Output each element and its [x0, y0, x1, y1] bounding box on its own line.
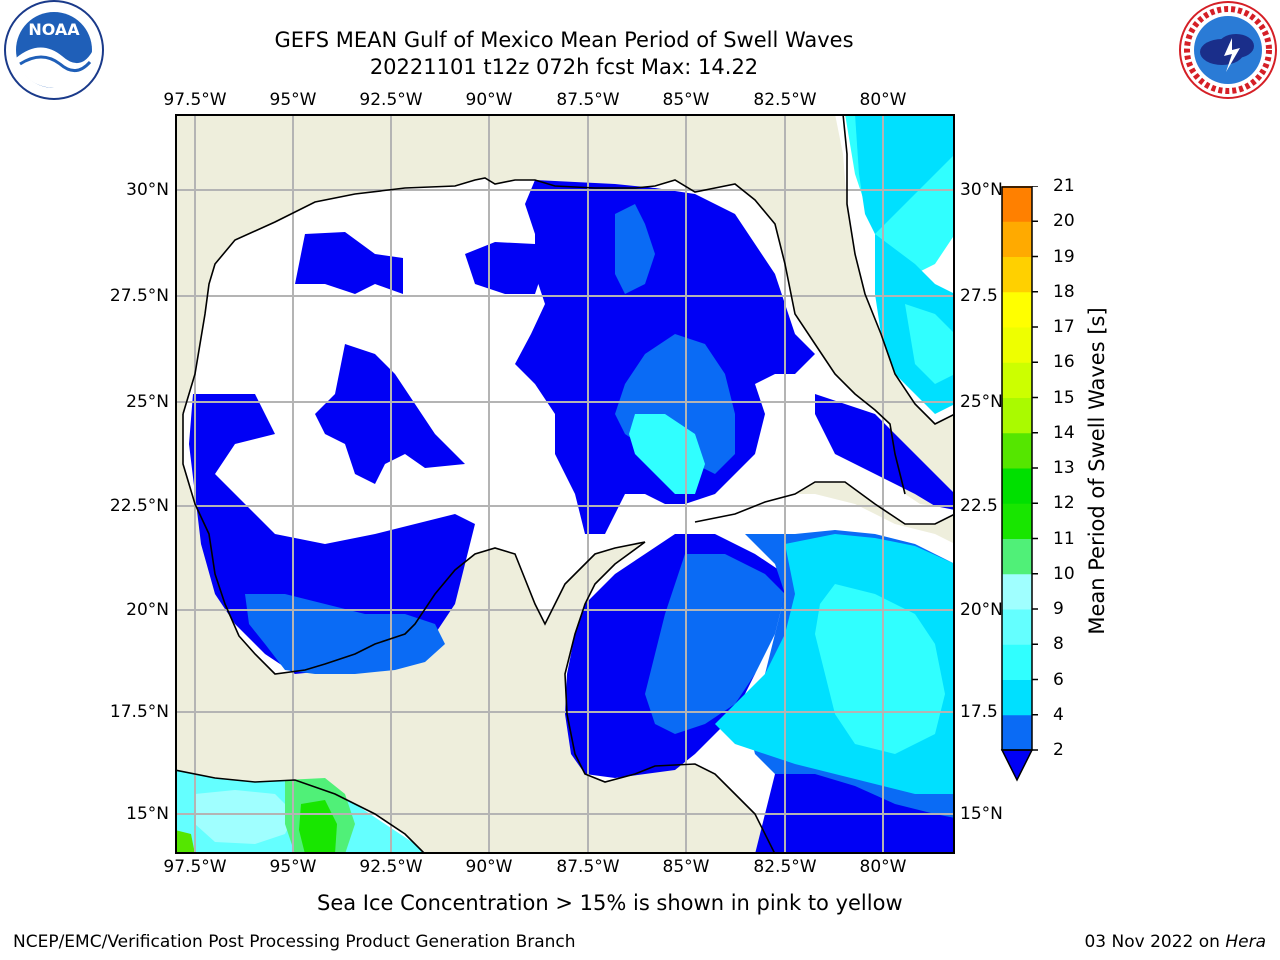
colorbar-tick-label: 20 [1053, 211, 1075, 232]
colorbar-tick-label: 6 [1053, 669, 1064, 690]
map-subtitle: 20221101 t12z 072h fcst Max: 14.22 [369, 55, 759, 79]
footer-credit: NCEP/EMC/Verification Post Processing Pr… [13, 932, 576, 952]
tick-top-label: 95°W [269, 90, 317, 110]
footer-date-text: 03 Nov 2022 on [1084, 932, 1226, 952]
colorbar-bin [1002, 291, 1032, 328]
tick-top-label: 97.5°W [163, 90, 227, 110]
colorbar-tick-label: 16 [1053, 352, 1075, 373]
map-title: GEFS MEAN Gulf of Mexico Mean Period of … [274, 28, 854, 52]
tick-bottom-label: 82.5°W [753, 857, 817, 877]
colorbar-tick-label: 8 [1053, 634, 1064, 655]
colorbar-tick-label: 13 [1053, 458, 1075, 478]
colorbar-tick-label: 4 [1053, 704, 1064, 725]
colorbar-tick-label: 11 [1053, 528, 1075, 549]
colorbar-tick-label: 17 [1053, 317, 1075, 337]
colorbar-bin [1002, 397, 1032, 434]
colorbar-bin [1002, 644, 1032, 680]
colorbar-extend-arrow [1000, 749, 1034, 782]
tick-left-label: 22.5°N [109, 496, 169, 516]
tick-left-label: 20°N [126, 600, 169, 620]
colorbar [1000, 185, 1040, 786]
tick-left-label: 27.5°N [109, 286, 169, 306]
map-frame [175, 114, 955, 854]
coastlines [175, 114, 955, 854]
tick-top-label: 82.5°W [753, 90, 817, 110]
tick-right-label: 30°N [960, 180, 1003, 200]
tick-bottom-label: 97.5°W [163, 857, 227, 877]
colorbar-tick-label: 10 [1053, 563, 1075, 584]
colorbar-bin [1002, 362, 1032, 398]
colorbar-bin [1002, 573, 1032, 610]
tick-bottom-label: 80°W [859, 857, 907, 877]
tick-top-label: 85°W [662, 90, 710, 110]
colorbar-tick-label: 9 [1053, 599, 1064, 619]
grid-lines [175, 114, 955, 854]
tick-right-label: 15°N [960, 804, 1003, 824]
colorbar-bin [1002, 327, 1032, 363]
map-area [175, 114, 955, 854]
tick-bottom-label: 87.5°W [556, 857, 620, 877]
tick-right-label: 27.5 [960, 286, 998, 306]
tick-right-label: 17.5 [960, 702, 998, 722]
colorbar-bin [1002, 714, 1032, 751]
colorbar-tick-label: 15 [1053, 387, 1075, 408]
nws-logo [1176, 0, 1280, 100]
tick-left-label: 15°N [126, 804, 169, 824]
swell-period-map [175, 114, 955, 854]
noaa-logo-text: NOAA [28, 20, 80, 39]
tick-bottom-label: 92.5°W [359, 857, 423, 877]
colorbar-tick-label: 21 [1053, 176, 1075, 196]
tick-left-label: 30°N [126, 180, 169, 200]
noaa-logo: NOAA [0, 0, 108, 100]
tick-top-label: 90°W [465, 90, 513, 110]
footer-date: 03 Nov 2022 on Hera [1084, 932, 1266, 952]
colorbar-bin [1002, 256, 1032, 293]
tick-right-label: 22.5 [960, 496, 998, 516]
tick-right-label: 20°N [960, 600, 1003, 620]
colorbar-bin [1002, 538, 1032, 575]
footer-host: Hera [1225, 932, 1266, 952]
tick-top-label: 87.5°W [556, 90, 620, 110]
colorbar-bin [1002, 432, 1032, 469]
sea-ice-note: Sea Ice Concentration > 15% is shown in … [317, 891, 903, 915]
tick-left-label: 17.5°N [109, 702, 169, 722]
tick-top-label: 92.5°W [359, 90, 423, 110]
colorbar-bin [1002, 186, 1032, 222]
tick-bottom-label: 95°W [269, 857, 317, 877]
colorbar-tick-label: 19 [1053, 246, 1075, 267]
tick-bottom-label: 85°W [662, 857, 710, 877]
colorbar-bin [1002, 221, 1032, 257]
colorbar-tick-label: 12 [1053, 493, 1075, 514]
colorbar-bin [1002, 679, 1032, 716]
colorbar-tick-label: 2 [1053, 740, 1064, 760]
colorbar-label: Mean Period of Swell Waves [s] [1085, 307, 1109, 635]
tick-bottom-label: 90°W [465, 857, 513, 877]
colorbar-tick-label: 14 [1053, 422, 1075, 443]
tick-top-label: 80°W [859, 90, 907, 110]
colorbar-bin [1002, 468, 1032, 504]
tick-left-label: 25°N [126, 392, 169, 412]
colorbar-tick-label: 18 [1053, 281, 1075, 302]
colorbar-bin [1002, 609, 1032, 645]
colorbar-bin [1002, 503, 1032, 539]
tick-right-label: 25°N [960, 392, 1003, 412]
